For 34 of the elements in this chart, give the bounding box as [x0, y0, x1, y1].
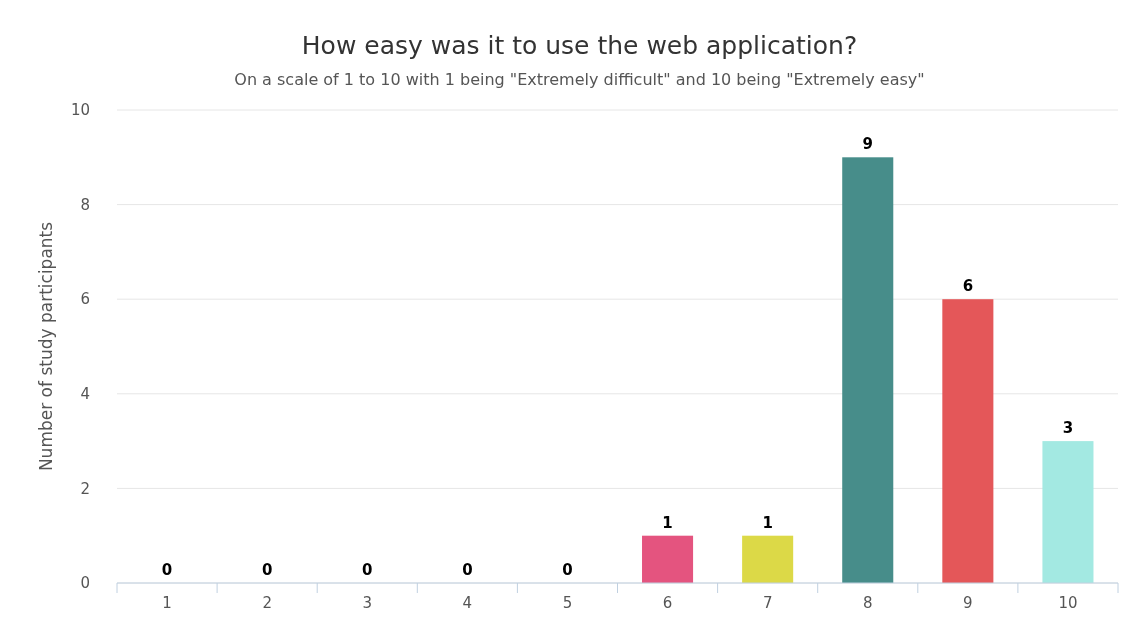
y-axis-title: Number of study participants	[36, 221, 56, 472]
y-tick-label: 2	[80, 479, 90, 498]
x-tick-label: 8	[862, 594, 873, 612]
chart-subtitle: On a scale of 1 to 10 with 1 being "Extremely difficult" and 10 being "Extremely easy"	[234, 70, 925, 89]
data-label: 9	[862, 135, 873, 154]
bar	[842, 157, 894, 583]
data-label: 1	[662, 513, 673, 532]
data-label: 3	[1062, 419, 1074, 438]
data-label: 0	[462, 561, 473, 579]
x-tick-label: 5	[562, 594, 573, 612]
y-tick-label: 10	[70, 101, 90, 120]
y-tick-label: 0	[80, 574, 90, 593]
x-tick-label: 3	[362, 594, 373, 612]
y-tick-label: 8	[80, 195, 90, 214]
y-tick-label: 4	[80, 385, 90, 404]
data-label: 0	[161, 561, 173, 579]
data-label: 0	[261, 561, 273, 579]
x-tick-label: 2	[262, 594, 272, 612]
x-tick-label: 9	[963, 594, 973, 612]
data-label: 6	[962, 277, 974, 296]
data-label: 0	[362, 561, 373, 579]
bar	[642, 535, 694, 583]
x-tick-label: 1	[162, 594, 172, 612]
y-tick-label: 6	[80, 290, 90, 309]
data-label: 1	[762, 513, 773, 532]
bar	[1042, 441, 1094, 583]
bar	[942, 299, 994, 583]
chart-title: How easy was it to use the web application?	[301, 31, 858, 60]
bar	[742, 535, 794, 583]
x-tick-label: 10	[1058, 594, 1078, 612]
data-label: 0	[562, 561, 573, 579]
x-tick-label: 4	[462, 594, 473, 612]
x-tick-label: 6	[662, 594, 673, 612]
x-tick-label: 7	[762, 594, 773, 612]
